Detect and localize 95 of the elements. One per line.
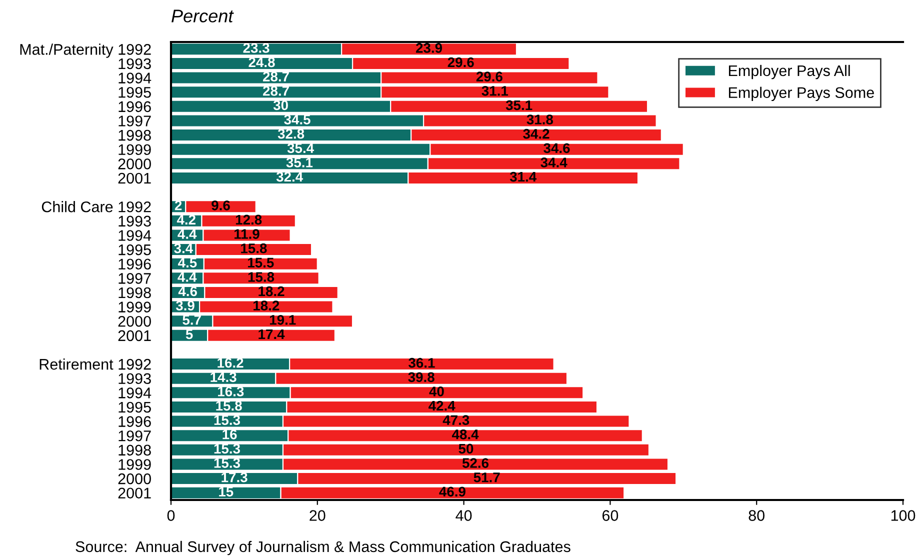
- y-tick-label: 2001: [118, 330, 151, 342]
- data-label: 34.4: [540, 158, 568, 168]
- data-label: 4.4: [178, 229, 197, 239]
- data-label: 46.9: [439, 486, 466, 497]
- data-label: 39.8: [408, 372, 434, 382]
- y-tick-label: 1996: [118, 258, 151, 270]
- y-tick-label: 2000: [118, 158, 151, 170]
- data-label: 16.3: [218, 386, 244, 396]
- y-tick-label: Child Care 1992: [42, 201, 151, 212]
- y-tick-label: 1996: [118, 416, 151, 427]
- data-label: 51.7: [474, 472, 500, 482]
- data-label: 19.1: [270, 314, 296, 325]
- data-label: 18.2: [254, 300, 280, 311]
- data-label: 52.6: [462, 458, 489, 468]
- data-label: 17.4: [258, 329, 285, 339]
- data-label: 32.8: [278, 128, 304, 139]
- data-label: 48.4: [452, 429, 479, 440]
- data-label: 47.3: [442, 415, 470, 426]
- data-label: 24.8: [248, 57, 275, 68]
- data-label: 16.2: [218, 358, 244, 368]
- data-label: 31.4: [510, 172, 537, 182]
- data-label: 36.1: [408, 358, 435, 368]
- data-label: 15.3: [214, 458, 240, 468]
- x-tick-label: 0: [167, 510, 175, 521]
- data-label: 29.6: [476, 72, 502, 82]
- data-label: 34.2: [523, 128, 550, 139]
- data-label: 4.6: [178, 286, 197, 296]
- legend-label: Employer Pays Some: [728, 86, 874, 102]
- data-label: 15: [219, 486, 234, 497]
- y-tick-label: 1996: [118, 101, 151, 112]
- data-label: 35.1: [286, 158, 313, 168]
- y-tick-label: 1993: [118, 373, 151, 384]
- y-tick-label: 1997: [118, 116, 151, 126]
- data-label: 23.9: [416, 43, 442, 53]
- data-label: 30: [273, 100, 288, 110]
- data-label: 4.2: [176, 214, 196, 224]
- data-label: 15.3: [214, 415, 240, 426]
- y-tick-label: 2001: [118, 488, 151, 499]
- data-label: 28.7: [263, 72, 289, 82]
- data-label: 40: [429, 386, 444, 396]
- data-label: 11.9: [234, 229, 260, 239]
- y-tick-label: 1998: [118, 444, 151, 456]
- y-tick-label: 1995: [118, 86, 151, 98]
- data-label: 4.4: [178, 272, 197, 282]
- y-tick-label: 1997: [118, 273, 151, 284]
- y-tick-label: 2001: [118, 172, 151, 184]
- data-label: 3.4: [174, 243, 194, 254]
- y-tick-label: 1995: [118, 244, 151, 256]
- data-label: 15.8: [248, 272, 274, 282]
- legend-label: Employer Pays All: [728, 64, 850, 80]
- data-label: 31.8: [526, 114, 554, 124]
- y-tick-label: 2000: [118, 473, 151, 484]
- data-label: 16: [222, 429, 237, 440]
- data-label: 29.6: [448, 57, 474, 68]
- x-tick-label: 80: [748, 510, 764, 521]
- x-tick-label: 40: [456, 510, 472, 521]
- x-tick-label: 60: [602, 510, 618, 521]
- y-tick-label: 1995: [118, 402, 151, 413]
- data-label: 23.3: [243, 43, 270, 53]
- y-tick-label: 1999: [118, 459, 151, 470]
- data-label: 34.5: [284, 114, 310, 124]
- y-tick-label: 1998: [118, 130, 151, 141]
- data-label: 42.4: [428, 400, 456, 411]
- y-tick-label: 1997: [118, 430, 151, 442]
- data-label: 18.2: [258, 286, 284, 296]
- data-label: 3.9: [176, 300, 194, 311]
- y-tick-label: 1999: [118, 302, 151, 312]
- y-tick-label: 1994: [118, 230, 152, 241]
- data-label: 4.5: [178, 258, 197, 268]
- data-label: 14.3: [210, 372, 236, 382]
- data-label: 15.5: [248, 258, 274, 268]
- data-label: 15.8: [241, 243, 267, 254]
- y-tick-label: Mat./Paternity 1992: [20, 44, 151, 58]
- data-label: 12.8: [236, 214, 262, 225]
- data-label: 32.4: [276, 172, 304, 182]
- y-tick-label: 1994: [118, 388, 152, 398]
- y-tick-label: 1994: [118, 72, 152, 84]
- y-tick-label: Retirement 1992: [40, 358, 151, 370]
- data-label: 15.3: [214, 444, 240, 454]
- y-tick-label: 1993: [118, 216, 151, 227]
- data-label: 50: [458, 444, 474, 454]
- data-label: 35.4: [287, 143, 314, 154]
- data-label: 34.6: [544, 143, 570, 154]
- data-label: 5: [186, 329, 193, 340]
- data-label: 9.6: [212, 200, 230, 210]
- x-tick-label: 100: [891, 510, 916, 521]
- y-tick-label: 1998: [118, 287, 151, 298]
- x-tick-label: 20: [310, 510, 326, 521]
- y-tick-label: 1999: [118, 144, 151, 156]
- source-note: Source: Annual Survey of Journalism & Mass Communication Graduates: [76, 540, 570, 556]
- data-label: 35.1: [506, 100, 532, 110]
- y-tick-label: 1993: [118, 58, 151, 70]
- data-label: 31.1: [482, 86, 508, 96]
- chart-title: Percent: [172, 10, 234, 22]
- y-tick-label: 2000: [118, 316, 151, 327]
